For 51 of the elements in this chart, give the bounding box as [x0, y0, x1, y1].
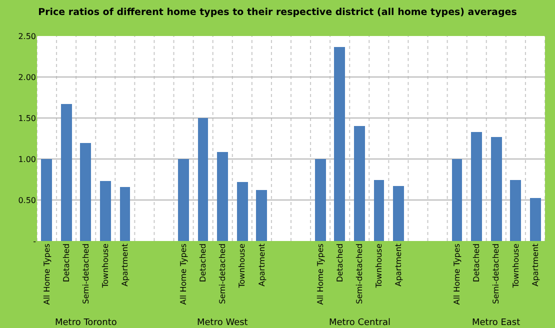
bar: [393, 186, 404, 241]
x-tick-label: Townhouse: [511, 244, 520, 289]
x-tick-label: Semi-detached: [81, 244, 90, 304]
x-tick-label: Semi-detached: [218, 244, 228, 304]
y-tick-label: 2.50: [18, 32, 36, 41]
x-tick-label: Semi-detached: [354, 244, 364, 304]
bar: [80, 143, 91, 241]
chart-title: Price ratios of different home types to their respective district (all home types) averages: [38, 6, 518, 18]
x-tick-label: Detached: [335, 244, 344, 282]
bar: [354, 126, 365, 241]
bar: [334, 47, 345, 241]
x-tick-label: Semi-detached: [492, 244, 501, 304]
y-tick-label: 1.00: [18, 154, 36, 164]
x-tick-label: Apartment: [530, 244, 540, 286]
x-tick-label: Apartment: [257, 244, 266, 286]
x-tick-label: Townhouse: [374, 244, 384, 289]
bar: [41, 159, 52, 241]
y-tick-label: -: [33, 236, 36, 246]
text: Metro Central: [329, 318, 390, 328]
x-tick-label: All Home Types: [42, 244, 52, 305]
bar: [198, 118, 208, 241]
text: Metro East: [472, 318, 521, 328]
bar: [100, 181, 111, 241]
x-tick-label: Townhouse: [238, 244, 247, 289]
bar: [315, 159, 326, 241]
x-tick-label: Detached: [472, 244, 482, 282]
x-tick-label: Detached: [62, 244, 71, 282]
bar: [471, 132, 482, 241]
y-tick-label: 2.00: [18, 72, 36, 82]
bar: [374, 180, 384, 241]
x-tick-label: Detached: [198, 244, 208, 282]
bar: [530, 198, 541, 241]
x-tick-label: All Home Types: [316, 244, 325, 305]
bar: [256, 190, 267, 241]
text: Metro West: [197, 318, 248, 328]
text: Metro Toronto: [55, 318, 118, 328]
x-tick-label: All Home Types: [179, 244, 188, 305]
bar: [217, 152, 228, 241]
bar: [510, 180, 521, 241]
x-tick-label: Townhouse: [100, 244, 110, 289]
bar: [120, 187, 130, 241]
bar: [237, 182, 248, 241]
bar: [178, 159, 189, 241]
y-tick-label: 1.50: [18, 114, 36, 123]
bar: [452, 159, 462, 241]
y-tick-label: 0.50: [18, 196, 36, 205]
bar: [61, 104, 72, 241]
x-tick-label: Apartment: [394, 244, 404, 286]
x-tick-label: Apartment: [120, 244, 130, 286]
bar: [491, 137, 502, 241]
x-tick-label: All Home Types: [452, 244, 462, 305]
